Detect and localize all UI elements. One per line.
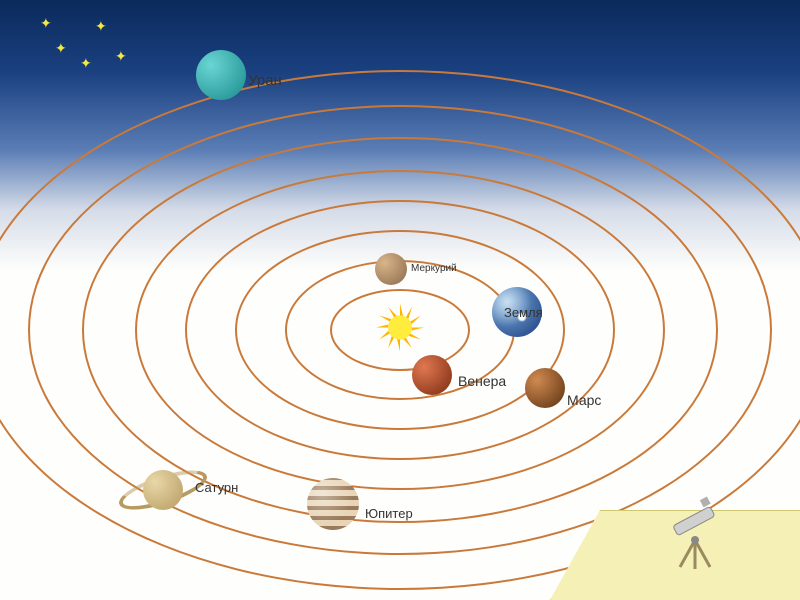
star-icon: ✦ — [95, 18, 107, 35]
mars-sphere — [525, 368, 565, 408]
mars-label: Марс — [567, 392, 601, 408]
uranus-sphere — [196, 50, 246, 100]
uranus-label: Уран — [248, 72, 282, 89]
saturn-label: Сатурн — [195, 480, 238, 495]
planet-earth: Земля — [492, 287, 542, 337]
star-icon: ✦ — [40, 15, 52, 32]
mercury-sphere — [375, 253, 407, 285]
sun — [370, 298, 430, 363]
mercury-label: Меркурий — [411, 263, 457, 274]
star-icon: ✦ — [55, 40, 67, 57]
planet-uranus: Уран — [196, 50, 246, 100]
earth-label: Земля — [504, 305, 543, 320]
planet-mercury: Меркурий — [375, 253, 407, 285]
venus-label: Венера — [458, 373, 506, 389]
jupiter-sphere — [307, 478, 359, 530]
planet-jupiter: Юпитер — [307, 478, 359, 530]
jupiter-label: Юпитер — [365, 506, 413, 521]
saturn-sphere — [143, 470, 183, 510]
telescope — [655, 495, 735, 580]
star-icon: ✦ — [80, 55, 92, 72]
planet-mars: Марс — [525, 368, 565, 408]
venus-sphere — [412, 355, 452, 395]
planet-venus: Венера — [412, 355, 452, 395]
star-icon: ✦ — [115, 48, 127, 65]
planet-saturn: Сатурн — [143, 470, 183, 510]
